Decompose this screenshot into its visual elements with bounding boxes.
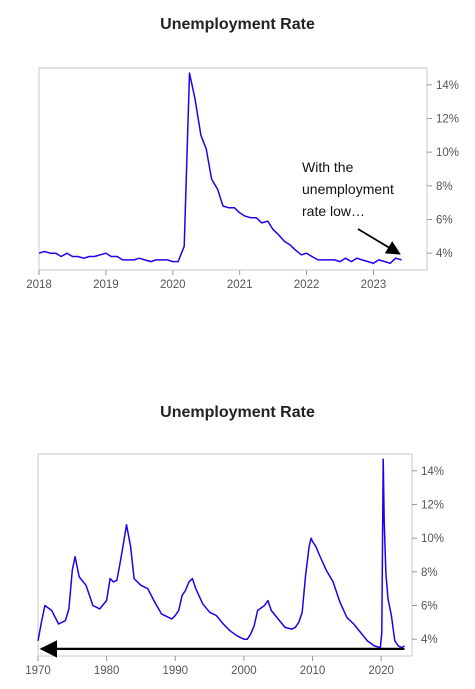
x-tick-label: 1990 [162,665,188,677]
y-tick-label: 6% [421,601,438,613]
y-tick-label: 8% [436,181,453,193]
series-line [38,72,402,265]
series-line [37,458,405,649]
annotation-text-line: With the [302,159,354,175]
x-tick-label: 2020 [368,665,394,677]
chart-title-bottom: Unemployment Rate [160,404,315,421]
x-tick-label: 2020 [160,279,186,291]
y-tick-label: 10% [421,533,444,545]
y-tick-label: 12% [421,500,444,512]
y-tick-label: 4% [436,248,453,260]
x-tick-label: 2000 [231,665,257,677]
y-tick-label: 4% [421,634,438,646]
y-tick-label: 10% [436,147,459,159]
plot-frame [37,453,413,657]
x-tick-label: 2021 [227,279,253,291]
annotation-arrow [357,228,401,255]
x-tick-label: 2019 [93,279,119,291]
y-tick-label: 8% [421,567,438,579]
annotation-text-line: unemployment [302,181,394,197]
x-tick-label: 2018 [26,279,52,291]
plot-frame [38,67,428,271]
x-tick-label: 1970 [25,665,51,677]
x-tick-label: 2010 [300,665,326,677]
annotation-text-line: rate low… [302,203,365,219]
x-tick-label: 2023 [361,279,387,291]
y-tick-label: 12% [436,114,459,126]
y-tick-label: 14% [436,80,459,92]
chart-title-top: Unemployment Rate [160,16,315,33]
chart-top: 4% 6% 8% 10% 12% 14% 2018 2019 2020 2021 2022 2023 W… [26,67,459,291]
chart-bottom: 4% 6% 8% 10% 12% 14% 1970 1980 1990 2000 2010 2020 [25,453,444,677]
y-tick-label: 6% [436,215,453,227]
y-tick-label: 14% [421,466,444,478]
x-tick-label: 2022 [294,279,320,291]
x-tick-label: 1980 [94,665,120,677]
